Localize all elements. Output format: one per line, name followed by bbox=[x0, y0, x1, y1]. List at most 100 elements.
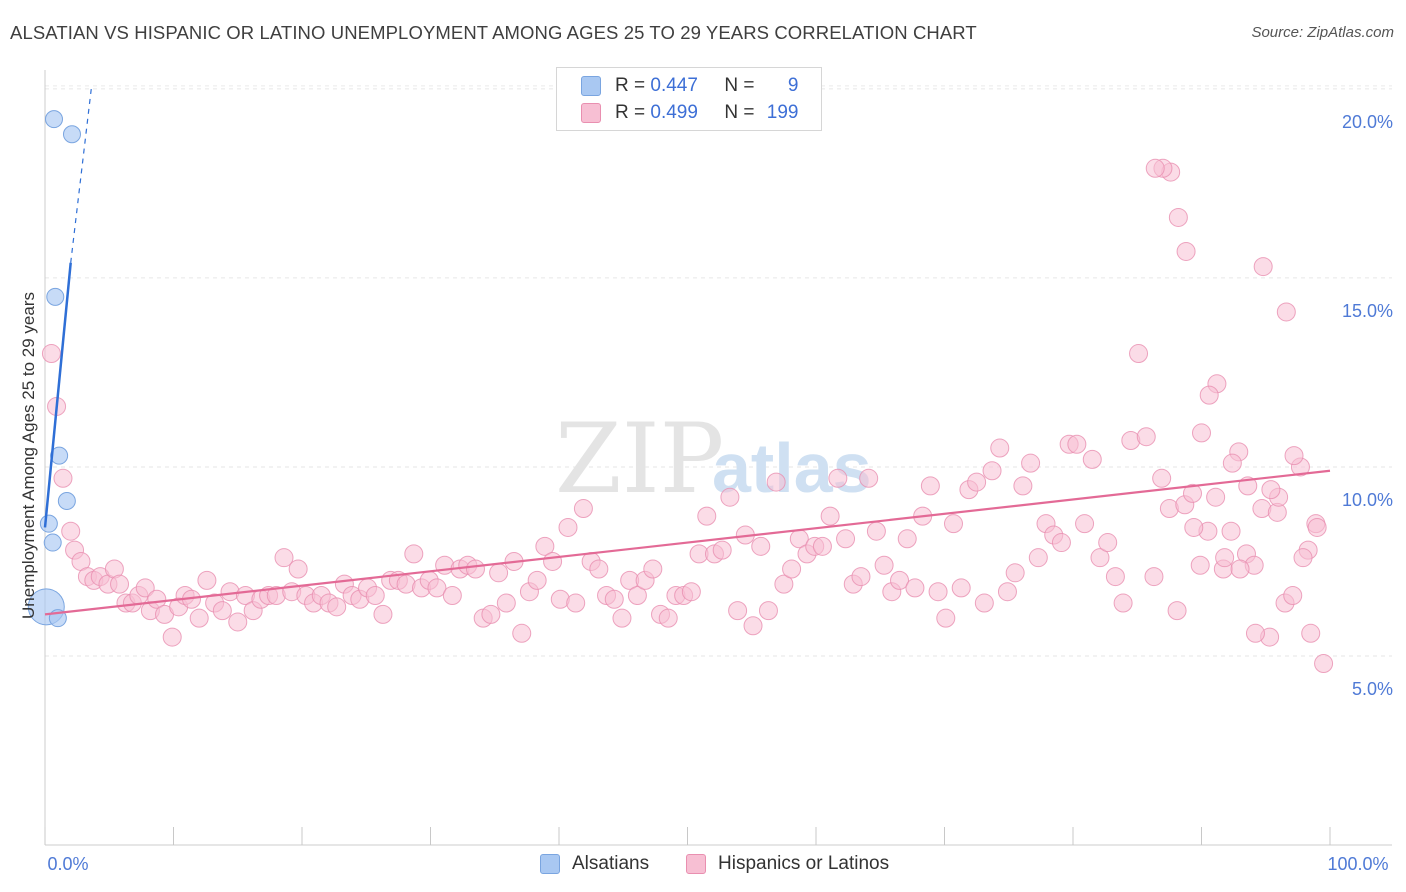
hispanic-point bbox=[1184, 517, 1204, 537]
hispanic-point bbox=[1301, 623, 1321, 643]
hispanic-point bbox=[766, 472, 786, 492]
hispanic-point bbox=[442, 585, 462, 605]
hispanic-point bbox=[728, 601, 748, 621]
n-value: 199 bbox=[766, 102, 799, 123]
hispanic-point bbox=[535, 536, 555, 556]
chart-title: ALSATIAN VS HISPANIC OR LATINO UNEMPLOYM… bbox=[10, 22, 977, 43]
hispanic-point bbox=[1129, 344, 1149, 364]
hispanic-point bbox=[890, 570, 910, 590]
hispanic-point bbox=[1098, 533, 1118, 553]
hispanic-point bbox=[697, 506, 717, 526]
hispanic-point bbox=[1005, 563, 1025, 583]
hispanic-trend-line bbox=[44, 469, 1331, 616]
hispanic-point bbox=[1136, 427, 1156, 447]
hispanic-point bbox=[627, 585, 647, 605]
bottom-legend-alsatians: Alsatians bbox=[540, 851, 649, 877]
legend-label: Alsatians bbox=[572, 853, 650, 874]
alsatian-points bbox=[27, 110, 81, 628]
hispanic-point bbox=[712, 540, 732, 560]
hispanic-point bbox=[774, 574, 794, 594]
alsatian-point bbox=[44, 110, 63, 129]
hispanic-points bbox=[41, 158, 1334, 674]
hispanic-point bbox=[496, 593, 516, 613]
hispanic-point bbox=[1075, 514, 1095, 534]
legend-row-alsatians: R = 0.447 N = 9 bbox=[581, 74, 799, 98]
hispanic-point bbox=[589, 559, 609, 579]
hispanic-point bbox=[905, 578, 925, 598]
hispanic-point bbox=[812, 536, 832, 556]
hispanic-point bbox=[53, 468, 73, 488]
hispanic-point bbox=[982, 461, 1002, 481]
watermark: ZIP atlas bbox=[555, 403, 872, 515]
hispanic-point bbox=[1167, 601, 1187, 621]
hispanic-point bbox=[1276, 302, 1296, 322]
hispanic-point bbox=[928, 582, 948, 602]
hispanic-point bbox=[274, 548, 294, 568]
y-tick-label: 20.0% bbox=[1342, 112, 1393, 132]
hispanic-point bbox=[327, 597, 347, 617]
x-tick-label: 0.0% bbox=[47, 854, 88, 874]
hispanic-point bbox=[110, 574, 130, 594]
hispanic-point bbox=[936, 608, 956, 628]
hispanic-point bbox=[543, 551, 563, 571]
r-value: 0.499 bbox=[650, 102, 698, 123]
hispanic-point bbox=[1293, 548, 1313, 568]
hispanic-point bbox=[365, 585, 385, 605]
hispanic-point bbox=[1222, 453, 1242, 473]
hispanic-point bbox=[1183, 483, 1203, 503]
hispanic-point bbox=[604, 589, 624, 609]
hispanics-swatch bbox=[581, 103, 601, 123]
hispanic-point bbox=[997, 582, 1017, 602]
hispanic-point bbox=[828, 468, 848, 488]
hispanic-point bbox=[951, 578, 971, 598]
alsatian-point bbox=[43, 533, 62, 552]
hispanic-point bbox=[1206, 487, 1226, 507]
hispanic-point bbox=[189, 608, 209, 628]
hispanic-point bbox=[162, 627, 182, 647]
hispanic-point bbox=[566, 593, 586, 613]
hispanic-point bbox=[147, 589, 167, 609]
hispanic-point bbox=[427, 578, 447, 598]
x-tick-label: 100.0% bbox=[1327, 854, 1388, 874]
hispanic-point bbox=[782, 559, 802, 579]
hispanic-point bbox=[1215, 548, 1235, 568]
hispanic-point bbox=[512, 623, 532, 643]
alsatian-point bbox=[62, 125, 81, 144]
stats-legend: R = 0.447 N = 9 R = 0.499 N = 199 bbox=[556, 67, 822, 131]
hispanic-point bbox=[897, 529, 917, 549]
hispanic-point bbox=[288, 559, 308, 579]
hispanic-point bbox=[481, 604, 501, 624]
hispanic-point bbox=[1245, 623, 1265, 643]
hispanic-point bbox=[135, 578, 155, 598]
hispanic-point bbox=[1261, 480, 1281, 500]
hispanic-point bbox=[820, 506, 840, 526]
hispanic-point bbox=[1028, 548, 1048, 568]
alsatians-swatch bbox=[540, 854, 560, 874]
hispanic-point bbox=[1307, 517, 1327, 537]
hispanic-point bbox=[527, 570, 547, 590]
watermark-zip: ZIP bbox=[555, 403, 724, 515]
hispanic-point bbox=[851, 567, 871, 587]
hispanic-point bbox=[1145, 158, 1165, 178]
alsatian-point bbox=[39, 514, 58, 533]
alsatian-trend-extension bbox=[70, 88, 92, 263]
hispanic-point bbox=[1221, 521, 1241, 541]
grid-lines bbox=[45, 85, 1392, 657]
legend-label: Hispanics or Latinos bbox=[718, 853, 890, 874]
r-label: R = bbox=[615, 75, 646, 96]
alsatians-swatch bbox=[581, 76, 601, 96]
alsatian-point bbox=[46, 287, 65, 306]
hispanic-point bbox=[974, 593, 994, 613]
hispanic-point bbox=[1176, 241, 1196, 261]
hispanic-point bbox=[489, 563, 509, 583]
hispanic-point bbox=[373, 604, 393, 624]
alsatian-point bbox=[50, 446, 69, 465]
hispanic-point bbox=[866, 521, 886, 541]
source-label: Source: ZipAtlas.com bbox=[1251, 24, 1394, 41]
hispanic-point bbox=[1021, 453, 1041, 473]
hispanic-point bbox=[859, 468, 879, 488]
axes bbox=[44, 70, 1392, 846]
hispanic-point bbox=[1199, 385, 1219, 405]
hispanic-point bbox=[1168, 207, 1188, 227]
